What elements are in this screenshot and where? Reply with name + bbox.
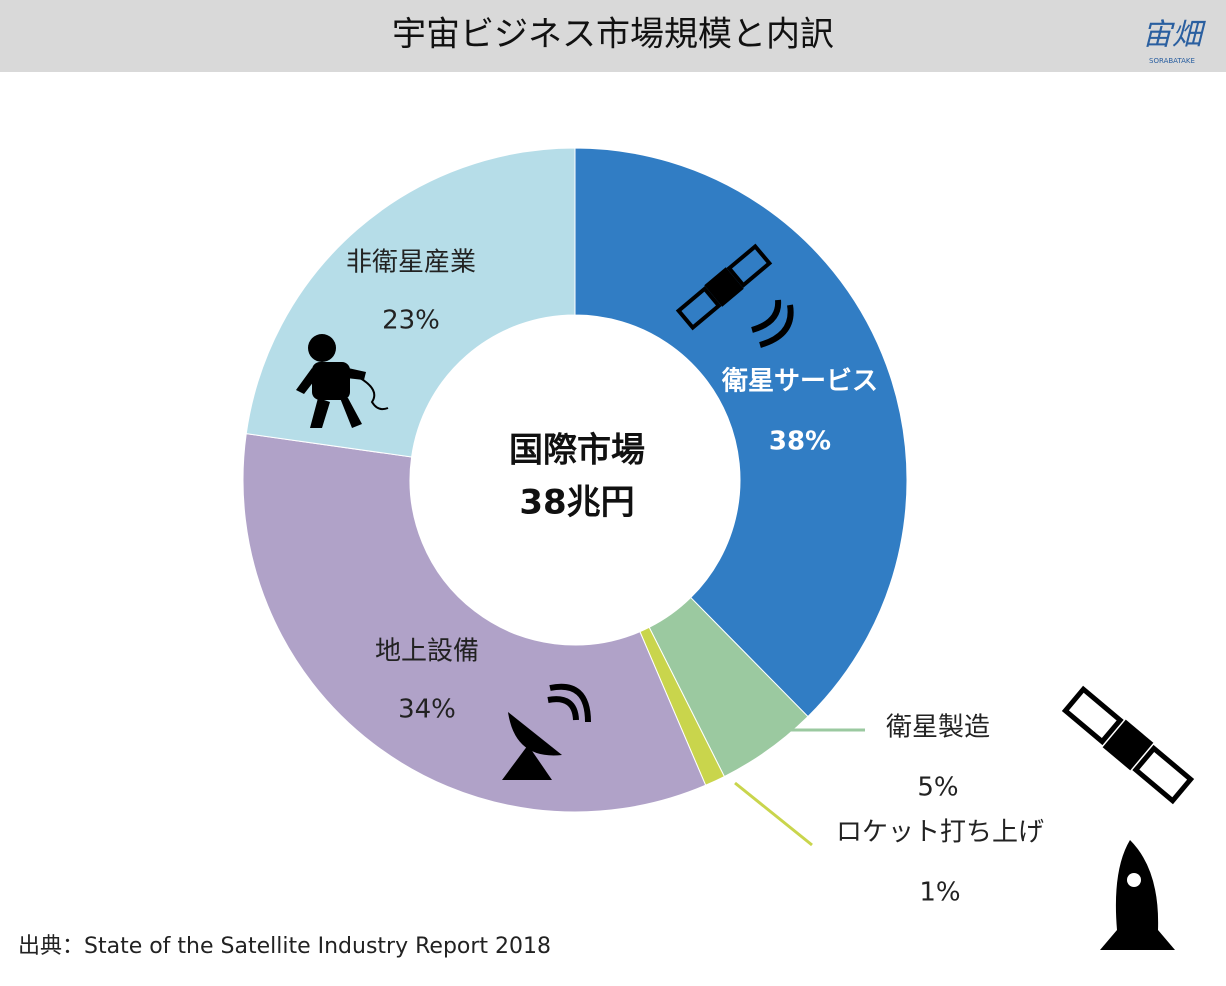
signal-icon	[751, 299, 794, 348]
logo-sub: SORABATAKE	[1149, 57, 1195, 65]
logo: 宙畑	[1142, 18, 1206, 53]
slice-label: 衛星サービス	[721, 367, 878, 397]
slice-label: ロケット打ち上げ	[836, 818, 1044, 848]
satellite-icon	[1061, 685, 1195, 805]
value-label: 34%	[398, 695, 456, 725]
header-band	[0, 0, 1226, 72]
satellite-icon	[675, 243, 773, 331]
slice-label: 衛星製造	[886, 713, 990, 743]
value-label: 23%	[382, 306, 440, 336]
donut-slice	[574, 147, 908, 718]
donut-slice	[242, 433, 707, 813]
rocket-window	[1127, 873, 1141, 887]
donut-slice	[245, 147, 576, 458]
center-label: 国際市場	[509, 431, 645, 471]
rocket-icon	[1100, 840, 1175, 950]
slice-label: 非衛星産業	[346, 248, 476, 278]
leader-line	[734, 781, 813, 847]
astronaut-icon	[296, 334, 389, 428]
dish-icon	[502, 683, 591, 780]
value-label: 5%	[917, 773, 958, 803]
value-label: 1%	[919, 878, 960, 908]
chart-title: 宇宙ビジネス市場規模と内訳	[392, 15, 834, 55]
center-label: 38兆円	[519, 483, 634, 523]
value-label: 38%	[769, 427, 831, 457]
source-note: 出典：State of the Satellite Industry Repor…	[18, 934, 551, 959]
slice-label: 地上設備	[375, 637, 479, 667]
